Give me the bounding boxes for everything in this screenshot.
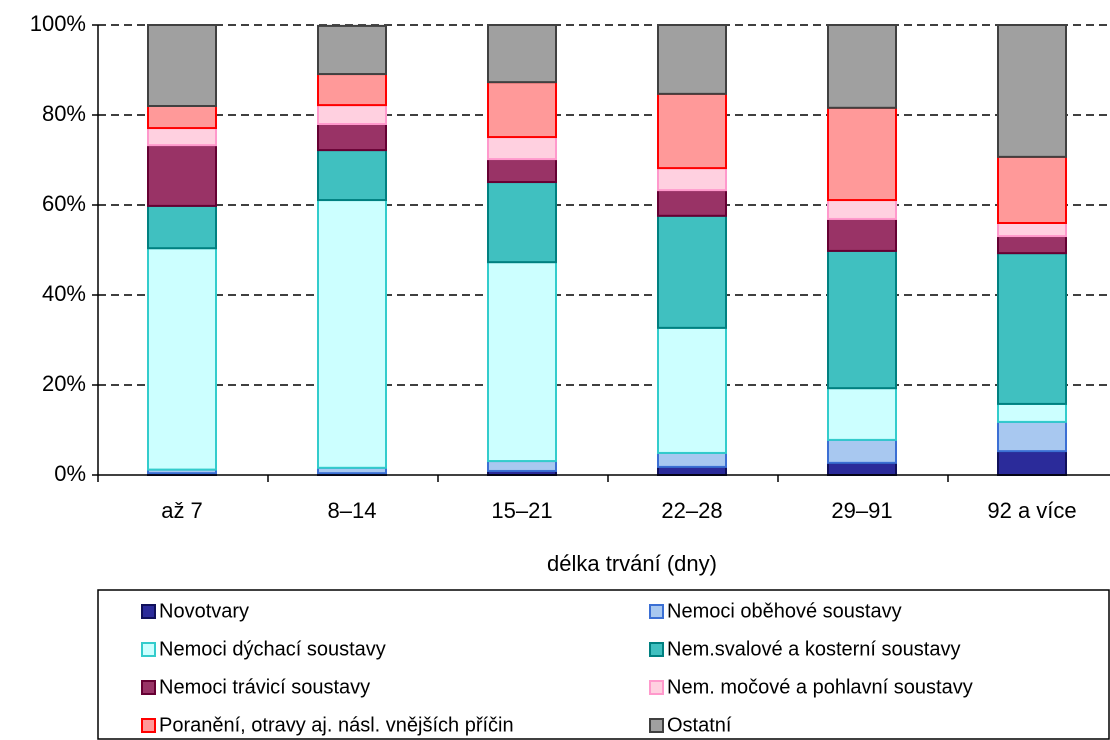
bar-segment [657,24,727,95]
bar-segment [317,199,387,469]
x-tick-label: až 7 [161,498,203,523]
x-tick-label: 92 a více [987,498,1076,523]
legend-swatch [141,642,156,657]
legend-label: Nem. močové a pohlavní soustavy [667,676,973,698]
legend-label: Nemoci dýchací soustavy [159,638,386,660]
bar-segment [997,24,1067,158]
bar-segment [317,123,387,152]
legend-label: Nem.svalové a kosterní soustavy [667,638,960,660]
x-axis-label: délka trvání (dny) [547,551,717,576]
bar-segment [827,24,897,109]
legend-label: Ostatní [667,714,732,736]
legend-box [97,589,1110,740]
legend-swatch [649,604,664,619]
x-tick-label: 15–21 [491,498,552,523]
y-tick-label: 100% [30,11,86,36]
bar-segment [827,387,897,441]
bar-segment [997,222,1067,238]
y-tick-label: 60% [42,191,86,216]
x-tick-label: 29–91 [831,498,892,523]
bar-segment [997,155,1067,225]
bar-segment [317,104,387,125]
y-tick-label: 40% [42,281,86,306]
bar-segment [147,247,217,471]
legend-swatch [649,642,664,657]
bar-segment [657,214,727,329]
bar-segment [487,136,557,161]
y-tick-label: 0% [54,461,86,486]
bar-segment [997,235,1067,255]
bar-segment [657,189,727,217]
bar-segment [317,149,387,202]
bar-segment [827,461,897,477]
bar-segment [147,144,217,207]
bar-segment [317,73,387,107]
bar-segment [657,92,727,170]
y-tick-label: 80% [42,101,86,126]
bar-segment [997,450,1067,476]
bar-segment [317,24,387,76]
bar-segment [147,204,217,250]
legend-label: Poranění, otravy aj. násl. vnějších příč… [159,714,514,736]
bar-segment [827,199,897,220]
legend-swatch [141,604,156,619]
bar-segment [657,326,727,454]
bar-segment [997,402,1067,423]
bar-segment [827,217,897,252]
legend-label: Novotvary [159,600,249,622]
legend-label: Nemoci oběhové soustavy [667,600,902,622]
legend-swatch [141,680,156,695]
legend-label: Nemoci trávicí soustavy [159,676,370,698]
bar-segment [827,106,897,202]
legend-swatch [649,718,664,733]
bar-segment [997,420,1067,453]
bar-segment [487,460,557,472]
bar-segment [487,81,557,139]
x-tick-label: 22–28 [661,498,722,523]
legend-swatch [649,680,664,695]
bar-segment [997,252,1067,405]
bar-segment [657,465,727,476]
bar-segment [487,24,557,84]
legend-swatch [141,718,156,733]
bar-segment [827,249,897,390]
bar-segment [827,438,897,464]
bar-segment [657,451,727,468]
bar-segment [657,167,727,192]
bar-segment [487,181,557,264]
y-tick-label: 20% [42,371,86,396]
bar-segment [147,127,217,147]
bar-segment [147,24,217,107]
bar-segment [487,261,557,463]
bar-segment [487,158,557,184]
x-tick-label: 8–14 [328,498,377,523]
bar-segment [147,105,217,130]
